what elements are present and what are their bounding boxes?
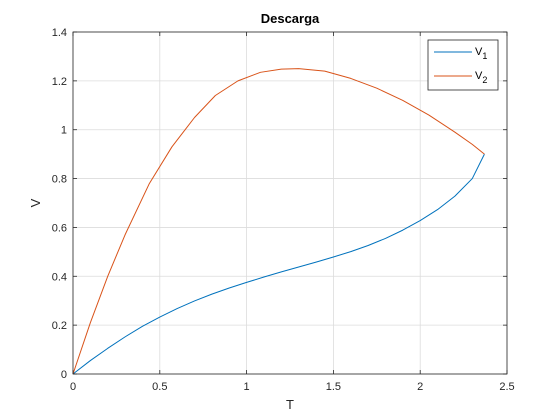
y-tick-label: 0.8: [52, 174, 67, 186]
legend-label-v1-main: V: [475, 46, 483, 58]
y-tick-label: 0.2: [52, 320, 67, 332]
y-tick-label: 0.4: [52, 271, 67, 283]
series-line-v2: [72, 68, 485, 375]
legend-label-v2-main: V: [475, 70, 483, 82]
x-tick-label: 2: [417, 381, 423, 393]
y-tick-label: 1: [61, 125, 67, 137]
y-axis-label: V: [28, 198, 43, 207]
legend-label-v2-sub: 2: [482, 75, 487, 85]
x-tick-label: 2.5: [499, 381, 514, 393]
ticks: 0 0.5 1 1.5 2 2.5 0 0.2 0.4 0.6 0.8 1 1.2 1.4: [52, 27, 515, 393]
chart-title: Descarga: [261, 11, 320, 26]
x-tick-label: 1.5: [326, 381, 341, 393]
series-line-v1: [72, 153, 485, 375]
x-axis-label: T: [286, 397, 294, 412]
legend: V1 V2: [427, 39, 499, 91]
series-group: [72, 68, 485, 375]
y-tick-label: 1.2: [52, 76, 67, 88]
x-tick-label: 0: [70, 381, 76, 393]
y-tick-label: 0: [61, 369, 67, 381]
x-tick-label: 1: [244, 381, 250, 393]
legend-box: [427, 39, 499, 91]
axes-box: [72, 31, 508, 375]
legend-label-v2: V2: [475, 70, 487, 85]
legend-label-v1: V1: [475, 46, 487, 61]
y-tick-label: 1.4: [52, 27, 67, 39]
y-tick-label: 0.6: [52, 222, 67, 234]
legend-label-v1-sub: 1: [482, 51, 487, 61]
x-tick-label: 0.5: [152, 381, 167, 393]
